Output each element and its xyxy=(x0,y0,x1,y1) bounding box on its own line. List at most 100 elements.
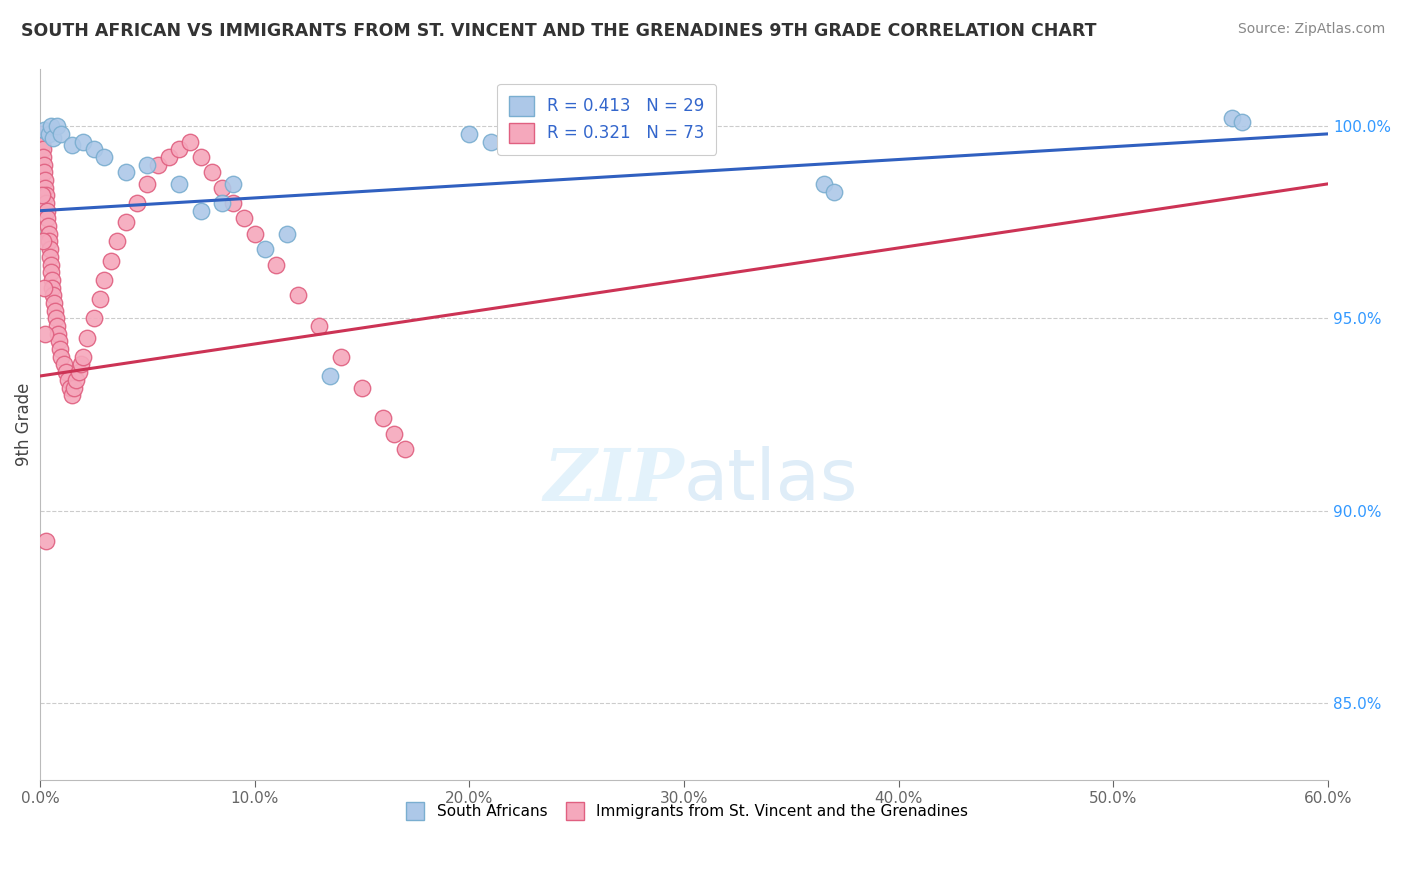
Point xyxy=(1220,112,1243,126)
Point xyxy=(42,288,65,302)
Point xyxy=(479,135,502,149)
Point xyxy=(42,296,65,310)
Point xyxy=(35,203,58,218)
Point xyxy=(232,211,254,226)
Point xyxy=(125,196,148,211)
Point xyxy=(114,165,136,179)
Point xyxy=(32,235,55,249)
Point xyxy=(169,142,191,156)
Point xyxy=(59,380,82,394)
Point xyxy=(100,253,122,268)
Point xyxy=(69,358,91,372)
Point xyxy=(38,227,60,241)
Point xyxy=(46,319,69,334)
Point xyxy=(264,258,287,272)
Point xyxy=(46,119,69,133)
Point xyxy=(41,273,63,287)
Point xyxy=(83,311,105,326)
Point xyxy=(114,215,136,229)
Point xyxy=(51,350,73,364)
Point xyxy=(72,135,94,149)
Point xyxy=(65,373,87,387)
Point xyxy=(45,311,67,326)
Point xyxy=(222,177,245,191)
Point xyxy=(39,250,62,264)
Point xyxy=(41,280,63,294)
Point xyxy=(211,196,233,211)
Point xyxy=(32,280,55,294)
Point xyxy=(32,158,55,172)
Point xyxy=(308,319,330,334)
Text: SOUTH AFRICAN VS IMMIGRANTS FROM ST. VINCENT AND THE GRENADINES 9TH GRADE CORREL: SOUTH AFRICAN VS IMMIGRANTS FROM ST. VIN… xyxy=(21,22,1097,40)
Point xyxy=(136,177,159,191)
Point xyxy=(31,138,53,153)
Point xyxy=(89,292,111,306)
Point xyxy=(44,303,66,318)
Point xyxy=(31,188,53,202)
Point xyxy=(93,150,115,164)
Text: ZIP: ZIP xyxy=(543,445,685,516)
Point xyxy=(52,358,75,372)
Point xyxy=(39,119,62,133)
Point xyxy=(35,196,58,211)
Point xyxy=(458,127,481,141)
Point xyxy=(190,150,212,164)
Point xyxy=(576,130,599,145)
Point xyxy=(32,150,55,164)
Point xyxy=(609,135,631,149)
Point xyxy=(190,203,212,218)
Point xyxy=(34,173,56,187)
Point xyxy=(30,127,52,141)
Point xyxy=(56,373,79,387)
Point xyxy=(382,426,405,441)
Text: atlas: atlas xyxy=(685,447,859,516)
Point xyxy=(42,130,65,145)
Point xyxy=(83,142,105,156)
Point xyxy=(276,227,298,241)
Point xyxy=(1232,115,1254,129)
Point xyxy=(31,142,53,156)
Point xyxy=(501,138,523,153)
Point xyxy=(60,138,83,153)
Point xyxy=(32,165,55,179)
Point xyxy=(35,534,58,549)
Point xyxy=(72,350,94,364)
Point xyxy=(823,185,845,199)
Point xyxy=(254,242,277,256)
Point xyxy=(39,265,62,279)
Point xyxy=(211,180,233,194)
Y-axis label: 9th Grade: 9th Grade xyxy=(15,383,32,466)
Text: Source: ZipAtlas.com: Source: ZipAtlas.com xyxy=(1237,22,1385,37)
Point xyxy=(105,235,128,249)
Point xyxy=(179,135,201,149)
Point xyxy=(48,334,70,349)
Point xyxy=(373,411,395,425)
Point xyxy=(146,158,169,172)
Point xyxy=(38,242,60,256)
Point xyxy=(67,365,90,379)
Point xyxy=(46,326,69,341)
Point xyxy=(51,127,73,141)
Point xyxy=(157,150,180,164)
Point xyxy=(813,177,835,191)
Point xyxy=(60,388,83,402)
Point xyxy=(63,380,86,394)
Point xyxy=(287,288,309,302)
Point xyxy=(329,350,352,364)
Point xyxy=(34,180,56,194)
Point xyxy=(37,219,59,233)
Point xyxy=(38,127,60,141)
Point xyxy=(32,123,55,137)
Point xyxy=(93,273,115,287)
Point xyxy=(586,127,609,141)
Point xyxy=(38,235,60,249)
Point xyxy=(55,365,77,379)
Point xyxy=(49,342,72,356)
Point xyxy=(136,158,159,172)
Point xyxy=(319,369,342,384)
Point xyxy=(76,330,98,344)
Point xyxy=(39,258,62,272)
Point xyxy=(350,380,373,394)
Point xyxy=(394,442,416,456)
Point xyxy=(169,177,191,191)
